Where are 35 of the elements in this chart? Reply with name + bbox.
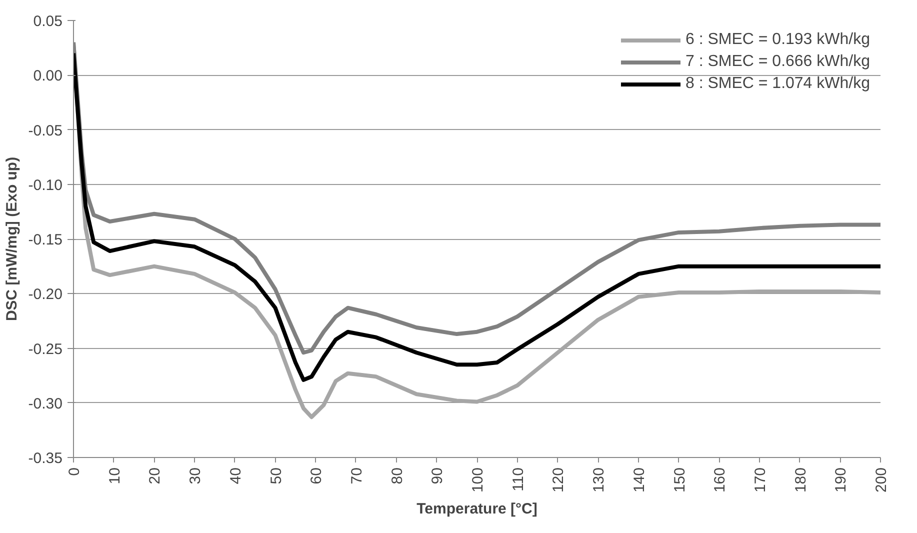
- x-tick-label: 110: [510, 467, 527, 492]
- y-tick-label: -0.30: [28, 395, 63, 412]
- x-tick-label: 20: [146, 467, 164, 484]
- x-tick-label: 200: [873, 467, 890, 493]
- x-tick-label: 130: [590, 467, 608, 493]
- legend-label: 6 : SMEC = 0.193 kWh/kg: [685, 31, 870, 49]
- x-tick-label: 50: [268, 467, 285, 484]
- x-tick-label: 100: [470, 467, 486, 493]
- x-tick-label: 170: [752, 467, 769, 493]
- x-tick-label: 140: [630, 467, 648, 493]
- x-tick-label: 150: [671, 467, 688, 493]
- x-tick-label: 60: [308, 467, 326, 484]
- x-tick-label: 70: [348, 467, 366, 484]
- x-tick-label: 40: [227, 467, 244, 484]
- x-axis-title: Temperature [°C]: [416, 500, 538, 518]
- y-tick-label: -0.35: [28, 450, 63, 467]
- x-tick-label: 90: [429, 467, 446, 484]
- y-tick-label: -0.15: [28, 232, 63, 248]
- x-tick-label: 120: [550, 467, 568, 493]
- y-tick-label: 0.05: [33, 13, 63, 30]
- x-tick-label: 30: [187, 467, 204, 484]
- y-axis-title: DSC [mW/mg] (Exo up): [3, 156, 20, 322]
- x-tick-label: 160: [712, 467, 729, 493]
- legend-label: 8 : SMEC = 1.074 kWh/kg: [685, 75, 870, 93]
- x-tick-label: 190: [832, 467, 850, 493]
- y-tick-label: -0.20: [28, 286, 63, 304]
- x-tick-label: 80: [388, 467, 406, 484]
- y-tick-label: 0.00: [33, 68, 63, 85]
- y-tick-label: -0.25: [28, 340, 63, 358]
- x-tick-label: 0: [66, 468, 83, 476]
- y-tick-label: -0.05: [28, 122, 63, 140]
- x-tick-label: 180: [792, 467, 810, 493]
- legend-label: 7 : SMEC = 0.666 kWh/kg: [685, 53, 870, 71]
- x-tick-label: 10: [106, 467, 124, 484]
- y-tick-label: -0.10: [28, 176, 63, 194]
